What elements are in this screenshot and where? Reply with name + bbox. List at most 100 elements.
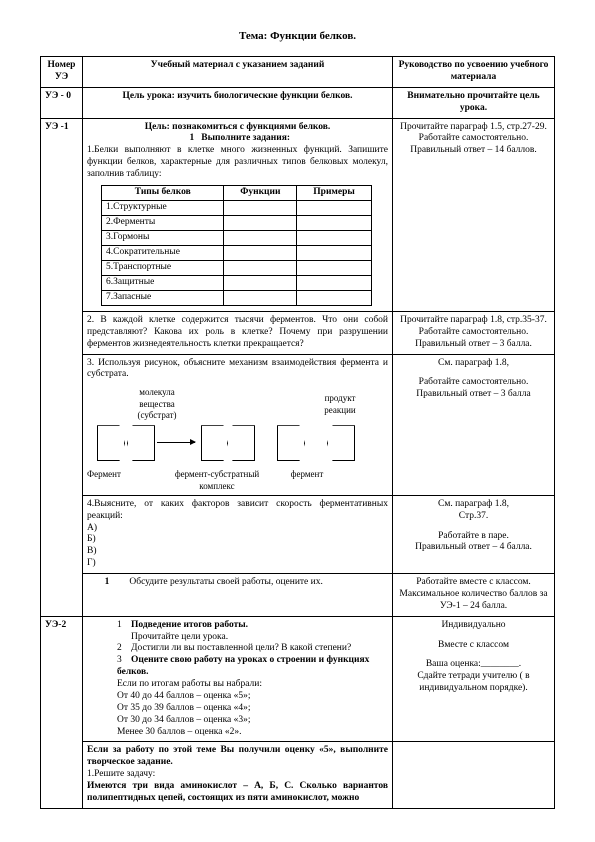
tr4: 4.Сократительные [102, 245, 224, 260]
th-type: Типы белков [102, 185, 224, 200]
shape-sub1 [127, 425, 155, 461]
shape-prod [327, 425, 355, 461]
q4b: Б) [87, 534, 388, 546]
page-title: Тема: Функции белков. [40, 30, 555, 42]
tr7e [297, 290, 372, 305]
l2: Прочитайте цели урока. [117, 632, 388, 644]
r3a: См. параграф 1.8, [397, 358, 550, 370]
r2a: Прочитайте параграф 1.8, стр.35-37. [397, 315, 550, 327]
ue1-p1: 1.Белки выполняют в клетке много жизненн… [87, 145, 388, 181]
tr1f [224, 200, 297, 215]
row-ue1-1: УЭ -1 Цель: познакомиться с функциями бе… [41, 118, 555, 311]
r2b: Работайте самостоятельно. [397, 327, 550, 339]
ue2-block1: 1Подведение итогов работы. Прочитайте це… [83, 616, 393, 742]
s5: Менее 30 баллов – оценка «2». [117, 727, 388, 739]
b2: 1.Решите задачу: [87, 769, 388, 781]
r4b: Стр.37. [397, 511, 550, 523]
tr3e [297, 230, 372, 245]
ue1-discuss: 1 Обсудите результаты своей работы, оцен… [83, 574, 393, 617]
tr5e [297, 260, 372, 275]
row-ue1-4: 4.Выясните, от каких факторов зависит ск… [41, 495, 555, 573]
ue1-task-title: 1 Выполните задания: [87, 133, 388, 145]
header-col1: Номер УЭ [41, 57, 83, 88]
ue0-right: Внимательно прочитайте цель урока. [393, 87, 555, 118]
tr2e [297, 215, 372, 230]
l3n: 2 [117, 643, 131, 655]
s4: От 30 до 34 баллов – оценка «3»; [117, 715, 388, 727]
r3b: Работайте самостоятельно. [397, 377, 550, 389]
row-ue1-5: 1 Обсудите результаты своей работы, оцен… [41, 574, 555, 617]
tr6e [297, 275, 372, 290]
tr2f [224, 215, 297, 230]
task-title-text: Выполните задания: [201, 133, 290, 143]
ue0-num: УЭ - 0 [41, 87, 83, 118]
ra: Индивидуально [397, 620, 550, 632]
lbl-prod: продуктреакции [315, 393, 365, 416]
ue1-right1: Прочитайте параграф 1.5, стр.27-29. Рабо… [393, 118, 555, 311]
ue1-right3: См. параграф 1.8, Работайте самостоятель… [393, 354, 555, 495]
tr7f [224, 290, 297, 305]
tr2: 2.Ферменты [102, 215, 224, 230]
ue2-right2 [393, 742, 555, 808]
l1: Подведение итогов работы. [131, 620, 248, 630]
q4a: А) [87, 523, 388, 535]
row-ue2-1: УЭ-2 1Подведение итогов работы. Прочитай… [41, 616, 555, 742]
tr1: 1.Структурные [102, 200, 224, 215]
q4: 4.Выясните, от каких факторов зависит ск… [87, 499, 388, 523]
header-col3: Руководство по усвоению учебного материа… [393, 57, 555, 88]
r4d: Правильный ответ – 4 балла. [397, 542, 550, 554]
lbl-ferm2: фермент [277, 469, 337, 492]
tr5: 5.Транспортные [102, 260, 224, 275]
rc: Ваша оценка:________. [397, 659, 550, 671]
ue1-num: УЭ -1 [41, 118, 83, 616]
diagram-labels: Фермент фермент-субстратный комплекс фер… [87, 469, 388, 492]
tr5f [224, 260, 297, 275]
s3: От 35 до 39 баллов – оценка «4»; [117, 703, 388, 715]
tr1e [297, 200, 372, 215]
th-ex: Примеры [297, 185, 372, 200]
r5a: Работайте вместе с классом. [397, 577, 550, 589]
row-ue0: УЭ - 0 Цель урока: изучить биологические… [41, 87, 555, 118]
tr3: 3.Гормоны [102, 230, 224, 245]
ue2-num: УЭ-2 [41, 616, 83, 808]
ue1-block1: Цель: познакомиться с функциями белков. … [83, 118, 393, 311]
protein-table: Типы белков Функции Примеры 1.Структурны… [101, 185, 372, 306]
l3: Достигли ли вы поставленной цели? В како… [131, 643, 351, 653]
r4a: См. параграф 1.8, [397, 499, 550, 511]
ue2-right: Индивидуально Вместе с классом Ваша оцен… [393, 616, 555, 742]
r1b: Работайте самостоятельно. [397, 133, 550, 145]
s1: Если по итогам работы вы набрали: [117, 679, 388, 691]
q4d: Г) [87, 558, 388, 570]
arrow1 [157, 442, 195, 443]
tr6f [224, 275, 297, 290]
tr6: 6.Защитные [102, 275, 224, 290]
ue1-q2: 2. В каждой клетке содержится тысячи фер… [83, 311, 393, 354]
discuss-n: 1 [87, 577, 127, 589]
tr4f [224, 245, 297, 260]
r5b: Максимальное количество баллов за УЭ-1 –… [397, 589, 550, 613]
th-func: Функции [224, 185, 297, 200]
shape-complex2 [227, 425, 255, 461]
main-table: Номер УЭ Учебный материал с указанием за… [40, 56, 555, 809]
l4n: 3 [117, 655, 131, 667]
ue1-right2: Прочитайте параграф 1.8, стр.35-37. Рабо… [393, 311, 555, 354]
row-ue1-2: 2. В каждой клетке содержится тысячи фер… [41, 311, 555, 354]
shape-ferm2 [277, 425, 305, 461]
ue1-q3-cell: 3. Используя рисунок, объясните механизм… [83, 354, 393, 495]
tr7: 7.Запасные [102, 290, 224, 305]
ue1-q3: 3. Используя рисунок, объясните механизм… [87, 358, 388, 382]
q4c: В) [87, 546, 388, 558]
b1: Если за работу по этой теме Вы получили … [87, 745, 388, 769]
enzyme-diagram: молекулавещества(субстрат) продуктреакци… [87, 387, 388, 467]
b3: Имеются три вида аминокислот – А, Б, С. … [87, 781, 388, 805]
rb: Вместе с классом [397, 640, 550, 652]
ue1-right4: См. параграф 1.8, Стр.37. Работайте в па… [393, 495, 555, 573]
r2c: Правильный ответ – 3 балла. [397, 339, 550, 351]
r1a: Прочитайте параграф 1.5, стр.27-29. [397, 122, 550, 134]
lbl-sub: молекулавещества(субстрат) [127, 387, 187, 421]
header-row: Номер УЭ Учебный материал с указанием за… [41, 57, 555, 88]
ue1-right5: Работайте вместе с классом. Максимальное… [393, 574, 555, 617]
ue0-mid: Цель урока: изучить биологические функци… [83, 87, 393, 118]
s2: От 40 до 44 баллов – оценка «5»; [117, 691, 388, 703]
l4: Оцените свою работу на уроках о строении… [117, 655, 369, 677]
